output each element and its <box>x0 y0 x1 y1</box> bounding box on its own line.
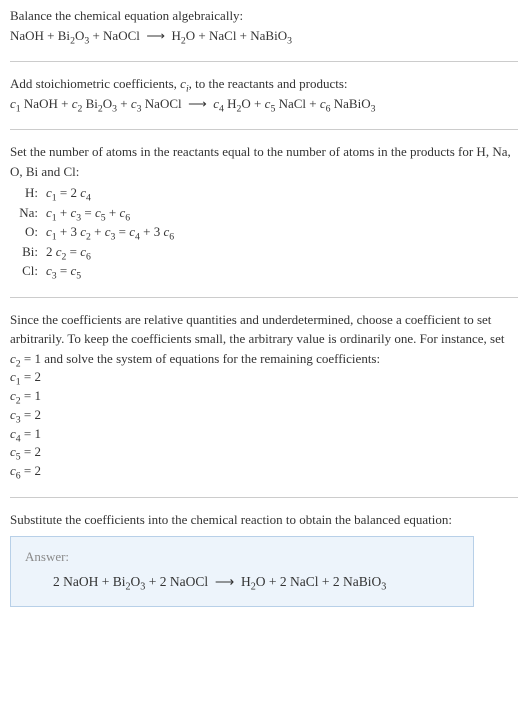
table-row: Cl:c3 = c5 <box>10 261 180 281</box>
element-equation: c1 + 3 c2 + c3 = c4 + 3 c6 <box>46 222 180 242</box>
intro-section: Balance the chemical equation algebraica… <box>10 6 518 55</box>
element-label: Cl: <box>10 261 46 281</box>
coeff-item: c2 = 1 <box>10 387 518 406</box>
coeff-item: c4 = 1 <box>10 425 518 444</box>
atoms-section: Set the number of atoms in the reactants… <box>10 142 518 291</box>
final-intro: Substitute the coefficients into the che… <box>10 510 518 530</box>
element-label: O: <box>10 222 46 242</box>
element-label: H: <box>10 183 46 203</box>
divider <box>10 297 518 298</box>
coeff-item: c5 = 2 <box>10 443 518 462</box>
answer-equation: 2 NaOH + Bi2O3 + 2 NaOCl ⟶ H2O + 2 NaCl … <box>25 572 459 592</box>
atoms-tbody: H:c1 = 2 c4Na:c1 + c3 = c5 + c6O:c1 + 3 … <box>10 183 180 281</box>
answer-label: Answer: <box>25 547 459 567</box>
solve-section: Since the coefficients are relative quan… <box>10 310 518 492</box>
divider <box>10 61 518 62</box>
coeff-item: c3 = 2 <box>10 406 518 425</box>
table-row: Bi:2 c2 = c6 <box>10 242 180 262</box>
solve-intro: Since the coefficients are relative quan… <box>10 310 518 369</box>
stoich-intro: Add stoichiometric coefficients, ci, to … <box>10 74 518 94</box>
coeff-item: c1 = 2 <box>10 368 518 387</box>
intro-equation: NaOH + Bi2O3 + NaOCl ⟶ H2O + NaCl + NaBi… <box>10 26 518 46</box>
divider <box>10 497 518 498</box>
final-section: Substitute the coefficients into the che… <box>10 510 518 536</box>
element-label: Bi: <box>10 242 46 262</box>
element-equation: c3 = c5 <box>46 261 180 281</box>
atoms-intro: Set the number of atoms in the reactants… <box>10 142 518 181</box>
table-row: H:c1 = 2 c4 <box>10 183 180 203</box>
coeff-list: c1 = 2c2 = 1c3 = 2c4 = 1c5 = 2c6 = 2 <box>10 368 518 481</box>
stoich-equation: c1 NaOH + c2 Bi2O3 + c3 NaOCl ⟶ c4 H2O +… <box>10 94 518 114</box>
atoms-table: H:c1 = 2 c4Na:c1 + c3 = c5 + c6O:c1 + 3 … <box>10 183 180 281</box>
divider <box>10 129 518 130</box>
coeff-item: c6 = 2 <box>10 462 518 481</box>
answer-box: Answer: 2 NaOH + Bi2O3 + 2 NaOCl ⟶ H2O +… <box>10 536 474 608</box>
table-row: O:c1 + 3 c2 + c3 = c4 + 3 c6 <box>10 222 180 242</box>
intro-text: Balance the chemical equation algebraica… <box>10 6 518 26</box>
table-row: Na:c1 + c3 = c5 + c6 <box>10 203 180 223</box>
element-equation: 2 c2 = c6 <box>46 242 180 262</box>
element-equation: c1 + c3 = c5 + c6 <box>46 203 180 223</box>
stoich-section: Add stoichiometric coefficients, ci, to … <box>10 74 518 123</box>
element-label: Na: <box>10 203 46 223</box>
element-equation: c1 = 2 c4 <box>46 183 180 203</box>
